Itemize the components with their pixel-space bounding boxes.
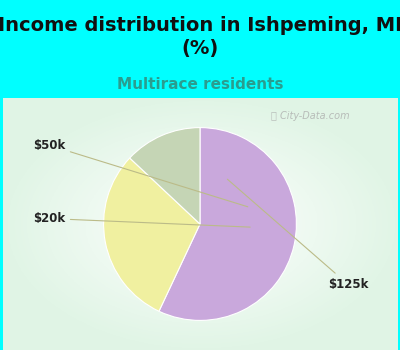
- Text: $125k: $125k: [227, 179, 368, 291]
- Text: $20k: $20k: [33, 212, 250, 227]
- Text: Multirace residents: Multirace residents: [117, 77, 283, 92]
- Text: $50k: $50k: [33, 139, 248, 207]
- Text: ⓘ City-Data.com: ⓘ City-Data.com: [271, 111, 350, 121]
- Wedge shape: [104, 158, 200, 311]
- Wedge shape: [159, 128, 296, 320]
- Wedge shape: [130, 128, 200, 224]
- Text: Income distribution in Ishpeming, MI
(%): Income distribution in Ishpeming, MI (%): [0, 16, 400, 58]
